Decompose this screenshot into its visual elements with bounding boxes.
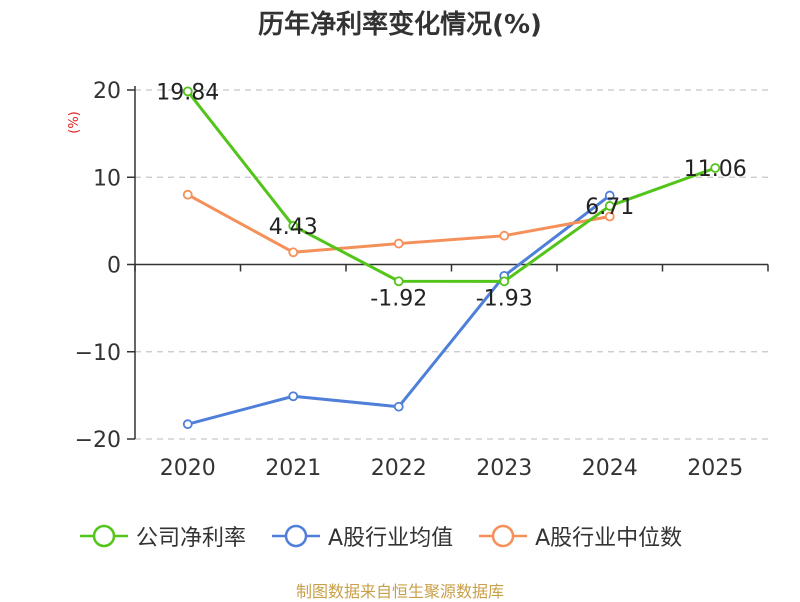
data-point — [393, 401, 404, 412]
data-point — [182, 189, 193, 200]
x-tick-label: 2022 — [371, 456, 427, 481]
legend-swatch — [479, 524, 528, 548]
data-label: 11.06 — [684, 157, 747, 182]
data-point — [604, 211, 615, 222]
data-point — [288, 220, 299, 231]
data-point — [710, 163, 721, 173]
y-tick-label: 20 — [93, 79, 121, 104]
legend-item[interactable]: A股行业中位数 — [479, 520, 682, 552]
data-label: 6.71 — [585, 195, 634, 220]
x-tick-label: 2024 — [582, 456, 638, 481]
data-point — [182, 419, 193, 430]
x-tick-label: 2020 — [160, 456, 216, 481]
legend-swatch — [80, 524, 128, 548]
chart-title: 历年净利率变化情况(%) — [258, 10, 542, 40]
data-label: -1.93 — [476, 286, 533, 311]
legend-swatch — [272, 524, 321, 548]
y-tick-label: 0 — [107, 254, 121, 279]
series-line — [186, 90, 716, 283]
legend-item[interactable]: 公司净利率 — [80, 520, 246, 552]
legend-item[interactable]: A股行业均值 — [272, 520, 453, 552]
data-point — [604, 201, 615, 211]
data-label: 19.84 — [156, 80, 219, 105]
data-point — [288, 247, 299, 258]
y-tick-label: −20 — [75, 428, 121, 453]
data-point — [604, 190, 615, 201]
data-point — [393, 238, 404, 249]
chart-legend: 公司净利率 A股行业均值 A股行业中位数 — [80, 518, 708, 554]
x-tick-label: 2025 — [687, 456, 743, 481]
data-source-footer: 制图数据来自恒生聚源数据库 — [295, 582, 504, 601]
y-tick-label: 10 — [93, 166, 121, 191]
data-point — [393, 276, 404, 287]
data-point — [499, 230, 510, 241]
data-point — [288, 391, 299, 402]
chart-plot: 20 10 0 −10 −20 2020 2021 2022 2023 2024 2025 19.84… — [75, 79, 769, 481]
legend-label: 公司净利率 — [136, 526, 247, 551]
data-point — [499, 276, 510, 287]
legend-label: A股行业中位数 — [535, 526, 683, 551]
x-tick-label: 2021 — [265, 456, 321, 481]
data-label: -1.92 — [370, 286, 427, 311]
y-tick-label: −10 — [75, 341, 121, 366]
data-label: 4.43 — [269, 215, 318, 240]
data-point — [182, 86, 193, 97]
x-tick-label: 2023 — [476, 456, 532, 481]
legend-label: A股行业均值 — [328, 526, 454, 551]
